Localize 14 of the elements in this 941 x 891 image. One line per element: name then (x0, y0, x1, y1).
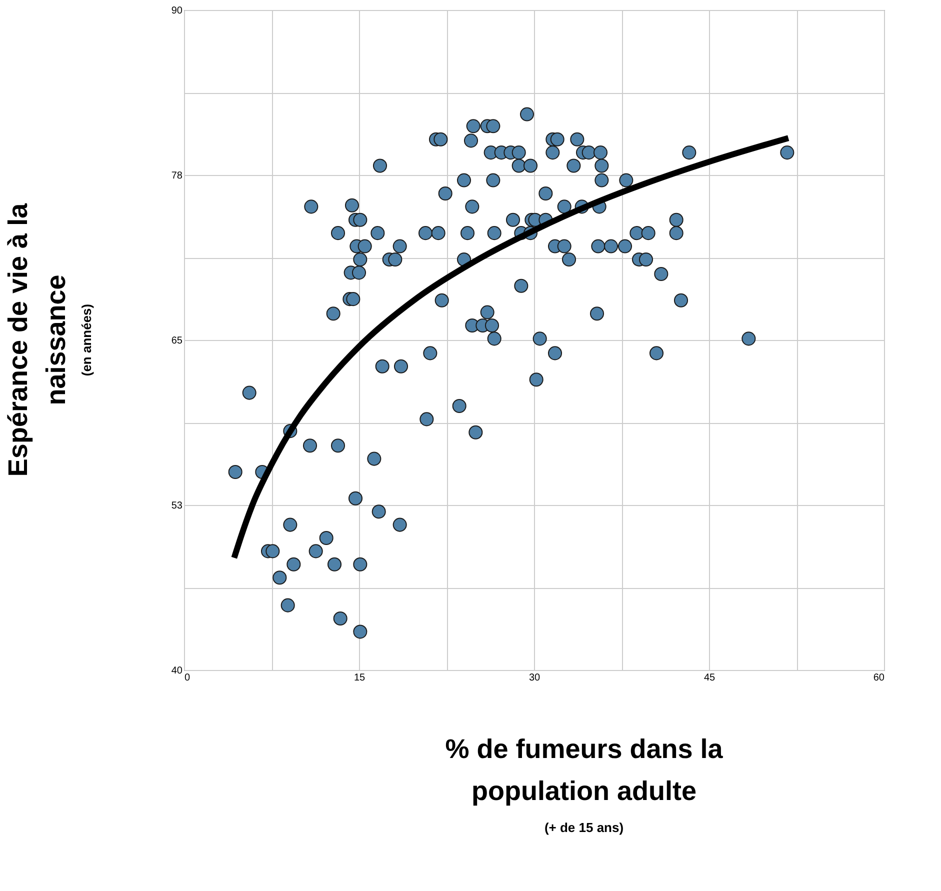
y-tick-label: 40 (171, 666, 183, 676)
x-tick-label: 60 (873, 672, 885, 684)
x-tick-label: 0 (184, 672, 190, 684)
text: (en années) (79, 304, 94, 376)
y-tick-label: 78 (171, 170, 183, 182)
x-tick-label: 15 (354, 672, 366, 684)
x-axis-title: % de fumeurs dans la population adulte (445, 734, 724, 806)
y-tick-label: 90 (171, 6, 183, 16)
y-tick-label: 65 (171, 336, 183, 346)
x-tick-label: 30 (528, 672, 540, 684)
x-tick-label: 45 (704, 672, 716, 684)
y-axis-title: Espérance de vie à la naissance (3, 202, 71, 477)
y-tick-label: 53 (171, 500, 183, 512)
text: (+ de 15 ans) (544, 820, 624, 835)
